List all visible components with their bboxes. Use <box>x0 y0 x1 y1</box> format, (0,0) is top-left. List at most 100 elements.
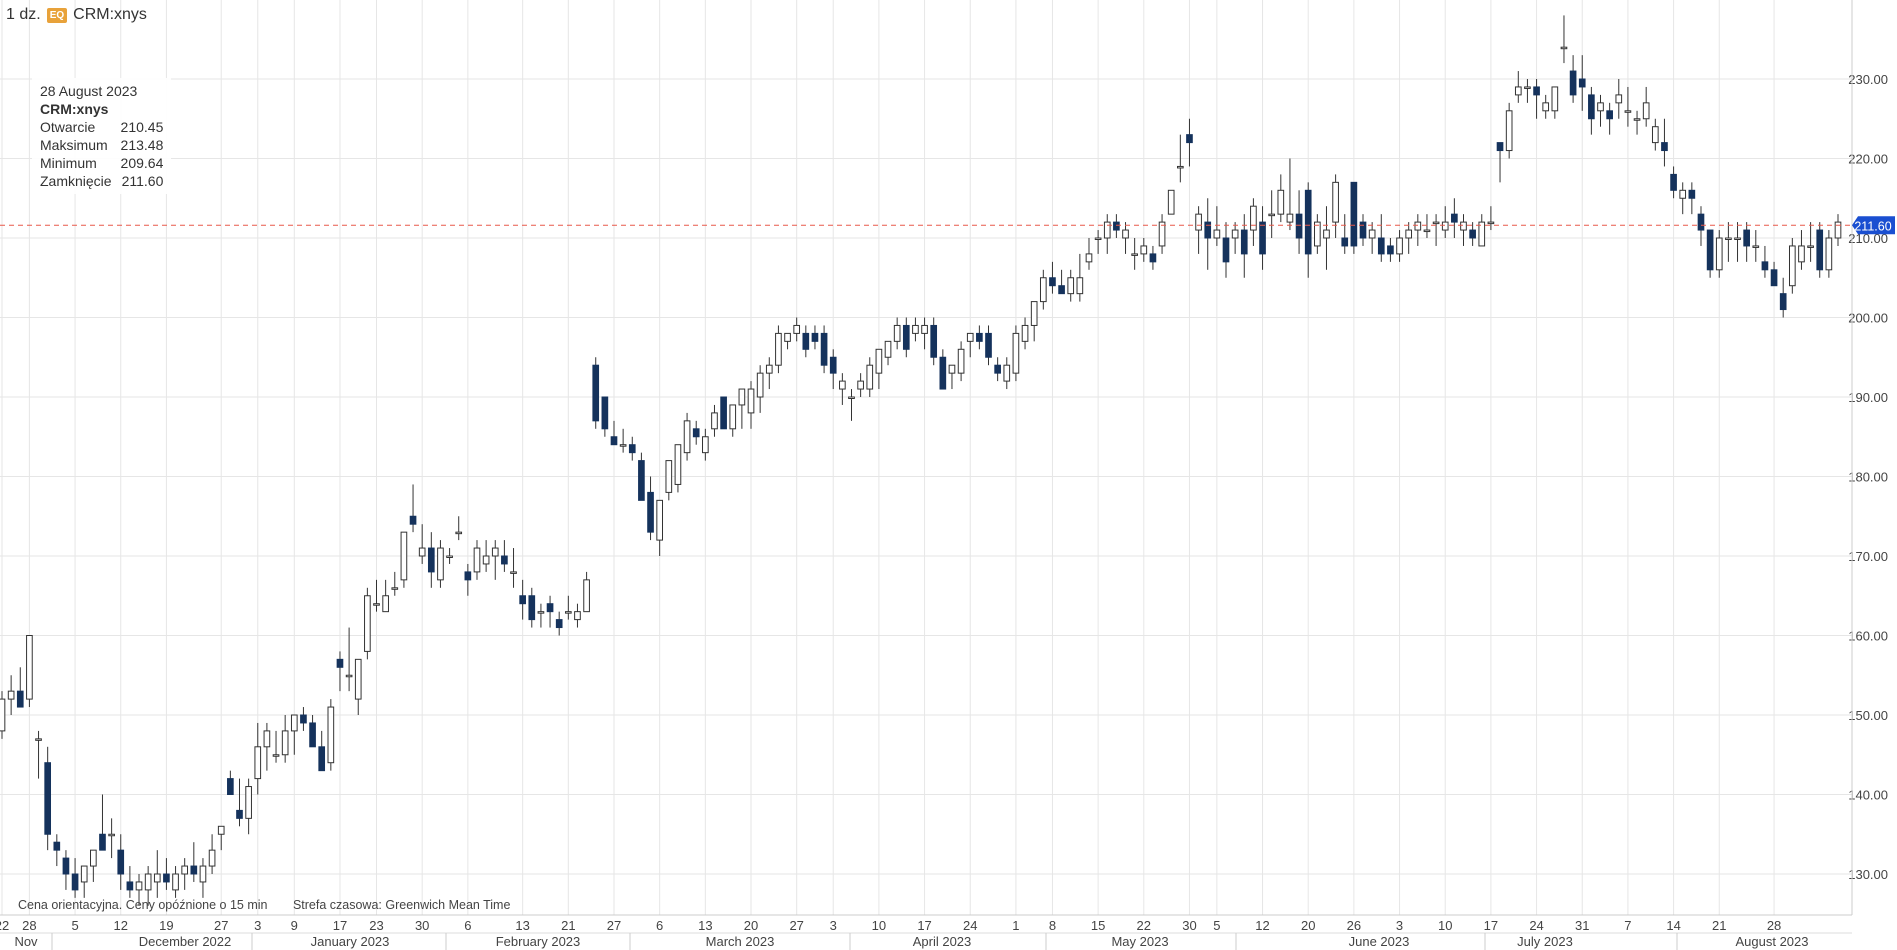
candle-body <box>683 420 691 454</box>
x-tick-label: 3 <box>254 918 261 933</box>
candle-body <box>811 332 819 342</box>
candle-body <box>409 515 417 525</box>
candle <box>1186 118 1193 167</box>
candle-body <box>1496 142 1504 152</box>
candle <box>1149 245 1157 270</box>
x-tick-label: 17 <box>333 918 347 933</box>
candle <box>126 866 134 898</box>
x-tick-label: 15 <box>1091 918 1105 933</box>
candle-body <box>510 571 517 574</box>
candle-body <box>26 635 33 700</box>
candle <box>1478 214 1486 247</box>
x-tick-label: 26 <box>1347 918 1361 933</box>
chart-header: 1 dz. EQ CRM:xnys <box>6 6 147 24</box>
candle-body <box>272 754 280 757</box>
candle-body <box>501 555 508 565</box>
candle-body <box>1469 229 1476 239</box>
candle <box>1140 238 1148 262</box>
candle-body <box>902 324 910 350</box>
candle-body <box>1414 221 1422 231</box>
y-tick-label: 160.00 <box>1848 629 1888 644</box>
x-tick-label: 30 <box>1182 918 1196 933</box>
candle <box>839 373 846 405</box>
candle-body <box>692 428 700 438</box>
month-label: August 2023 <box>1735 934 1808 949</box>
candle <box>1816 222 1824 278</box>
month-label: May 2023 <box>1111 934 1168 949</box>
candle-body <box>1542 102 1550 112</box>
y-axis: 130.00 140.00 150.00 160.00 170.00 180.00 190.… <box>1848 0 1888 915</box>
candle <box>53 834 61 867</box>
candle-body <box>1277 189 1285 215</box>
candles <box>0 15 1842 906</box>
candle-body <box>1387 245 1394 255</box>
candle <box>1496 142 1504 183</box>
candle-body <box>1788 245 1796 287</box>
candle <box>1779 277 1787 318</box>
candle <box>1231 222 1239 254</box>
x-tick-label: 8 <box>1049 918 1056 933</box>
y-tick-label: 210.00 <box>1848 231 1888 246</box>
candle <box>866 357 874 397</box>
symbol-label[interactable]: CRM:xnys <box>73 6 147 23</box>
candle-body <box>628 444 636 454</box>
x-axis: 2228512192739172330613212761320273101724… <box>0 914 1852 950</box>
candle-body <box>290 714 298 732</box>
x-tick-label: 13 <box>515 918 529 933</box>
candle-body <box>884 340 892 358</box>
candle-body <box>108 833 115 837</box>
candle <box>71 858 79 898</box>
candle <box>1368 222 1376 254</box>
candle <box>1524 79 1531 103</box>
candle <box>1560 15 1568 64</box>
candle-body <box>875 348 883 374</box>
candle <box>309 715 316 748</box>
candle-body <box>537 611 545 614</box>
candle <box>829 349 837 390</box>
candle <box>1314 214 1321 254</box>
candle <box>1624 86 1632 127</box>
candle-body <box>848 396 855 399</box>
candle <box>1359 214 1367 246</box>
candle-body <box>446 555 453 558</box>
candle <box>1752 230 1760 262</box>
candle <box>1706 229 1714 278</box>
candle-body <box>957 348 965 374</box>
candle-body <box>1122 229 1129 239</box>
candle-body <box>1432 221 1440 225</box>
candle <box>227 770 234 795</box>
candle <box>902 317 910 358</box>
interval-label[interactable]: 1 dz. <box>6 6 41 23</box>
candle <box>172 866 179 898</box>
candle-body <box>1231 229 1239 239</box>
candle <box>245 778 252 835</box>
candle-body <box>199 865 207 883</box>
candle-body <box>610 436 618 446</box>
candle <box>501 540 508 572</box>
candle <box>1670 166 1677 199</box>
candle <box>236 778 243 827</box>
candle <box>327 699 335 771</box>
candle-body <box>1094 237 1102 240</box>
tooltip-row-close: Zamknięcie 211.60 <box>40 173 164 189</box>
candle <box>1661 118 1668 167</box>
candle <box>948 364 956 390</box>
candle <box>7 675 15 715</box>
candle <box>1633 110 1641 135</box>
current-price-label: 211.60 <box>1854 219 1891 233</box>
month-label: July 2023 <box>1517 934 1573 949</box>
candle <box>957 341 965 382</box>
candle-body <box>702 436 709 454</box>
candle-body <box>857 380 864 390</box>
candle-body <box>345 674 353 678</box>
candle <box>729 404 737 437</box>
candle-body <box>1606 110 1613 120</box>
candle-body <box>227 778 234 795</box>
candle-body <box>1633 118 1641 121</box>
candle-body <box>318 746 326 772</box>
candle-body <box>829 356 837 374</box>
candle <box>1606 102 1613 135</box>
candle-body <box>1368 229 1376 239</box>
candle-body <box>1825 237 1833 271</box>
candle-body <box>1314 221 1321 247</box>
